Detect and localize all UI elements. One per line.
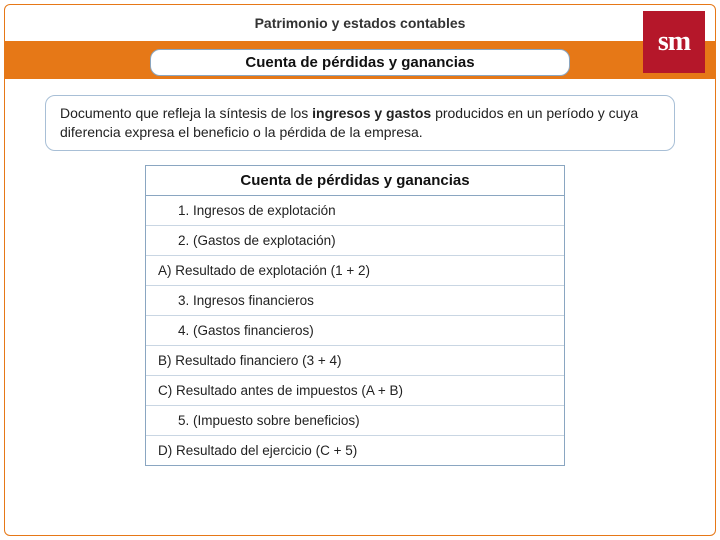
pnl-row: 3. Ingresos financieros [146, 286, 564, 316]
section-title-pill: Cuenta de pérdidas y ganancias [150, 49, 570, 76]
description-text-bold: ingresos y gastos [312, 105, 431, 121]
description-box: Documento que refleja la síntesis de los… [45, 95, 675, 151]
pnl-row: 5. (Impuesto sobre beneficios) [146, 406, 564, 436]
page-header-title: Patrimonio y estados contables [5, 15, 715, 31]
brand-logo: sm [643, 11, 705, 73]
description-text-pre: Documento que refleja la síntesis de los [60, 105, 312, 121]
pnl-table: Cuenta de pérdidas y ganancias 1. Ingres… [145, 165, 565, 466]
brand-logo-text: sm [658, 26, 690, 58]
pnl-row: C) Resultado antes de impuestos (A + B) [146, 376, 564, 406]
pnl-row: 4. (Gastos financieros) [146, 316, 564, 346]
pnl-row: 1. Ingresos de explotación [146, 196, 564, 226]
pnl-table-body: 1. Ingresos de explotación2. (Gastos de … [146, 196, 564, 465]
pnl-row: 2. (Gastos de explotación) [146, 226, 564, 256]
slide-frame: Patrimonio y estados contables sm Cuenta… [4, 4, 716, 536]
pnl-table-title: Cuenta de pérdidas y ganancias [146, 166, 564, 196]
pnl-row: D) Resultado del ejercicio (C + 5) [146, 436, 564, 465]
pnl-row: A) Resultado de explotación (1 + 2) [146, 256, 564, 286]
pnl-row: B) Resultado financiero (3 + 4) [146, 346, 564, 376]
